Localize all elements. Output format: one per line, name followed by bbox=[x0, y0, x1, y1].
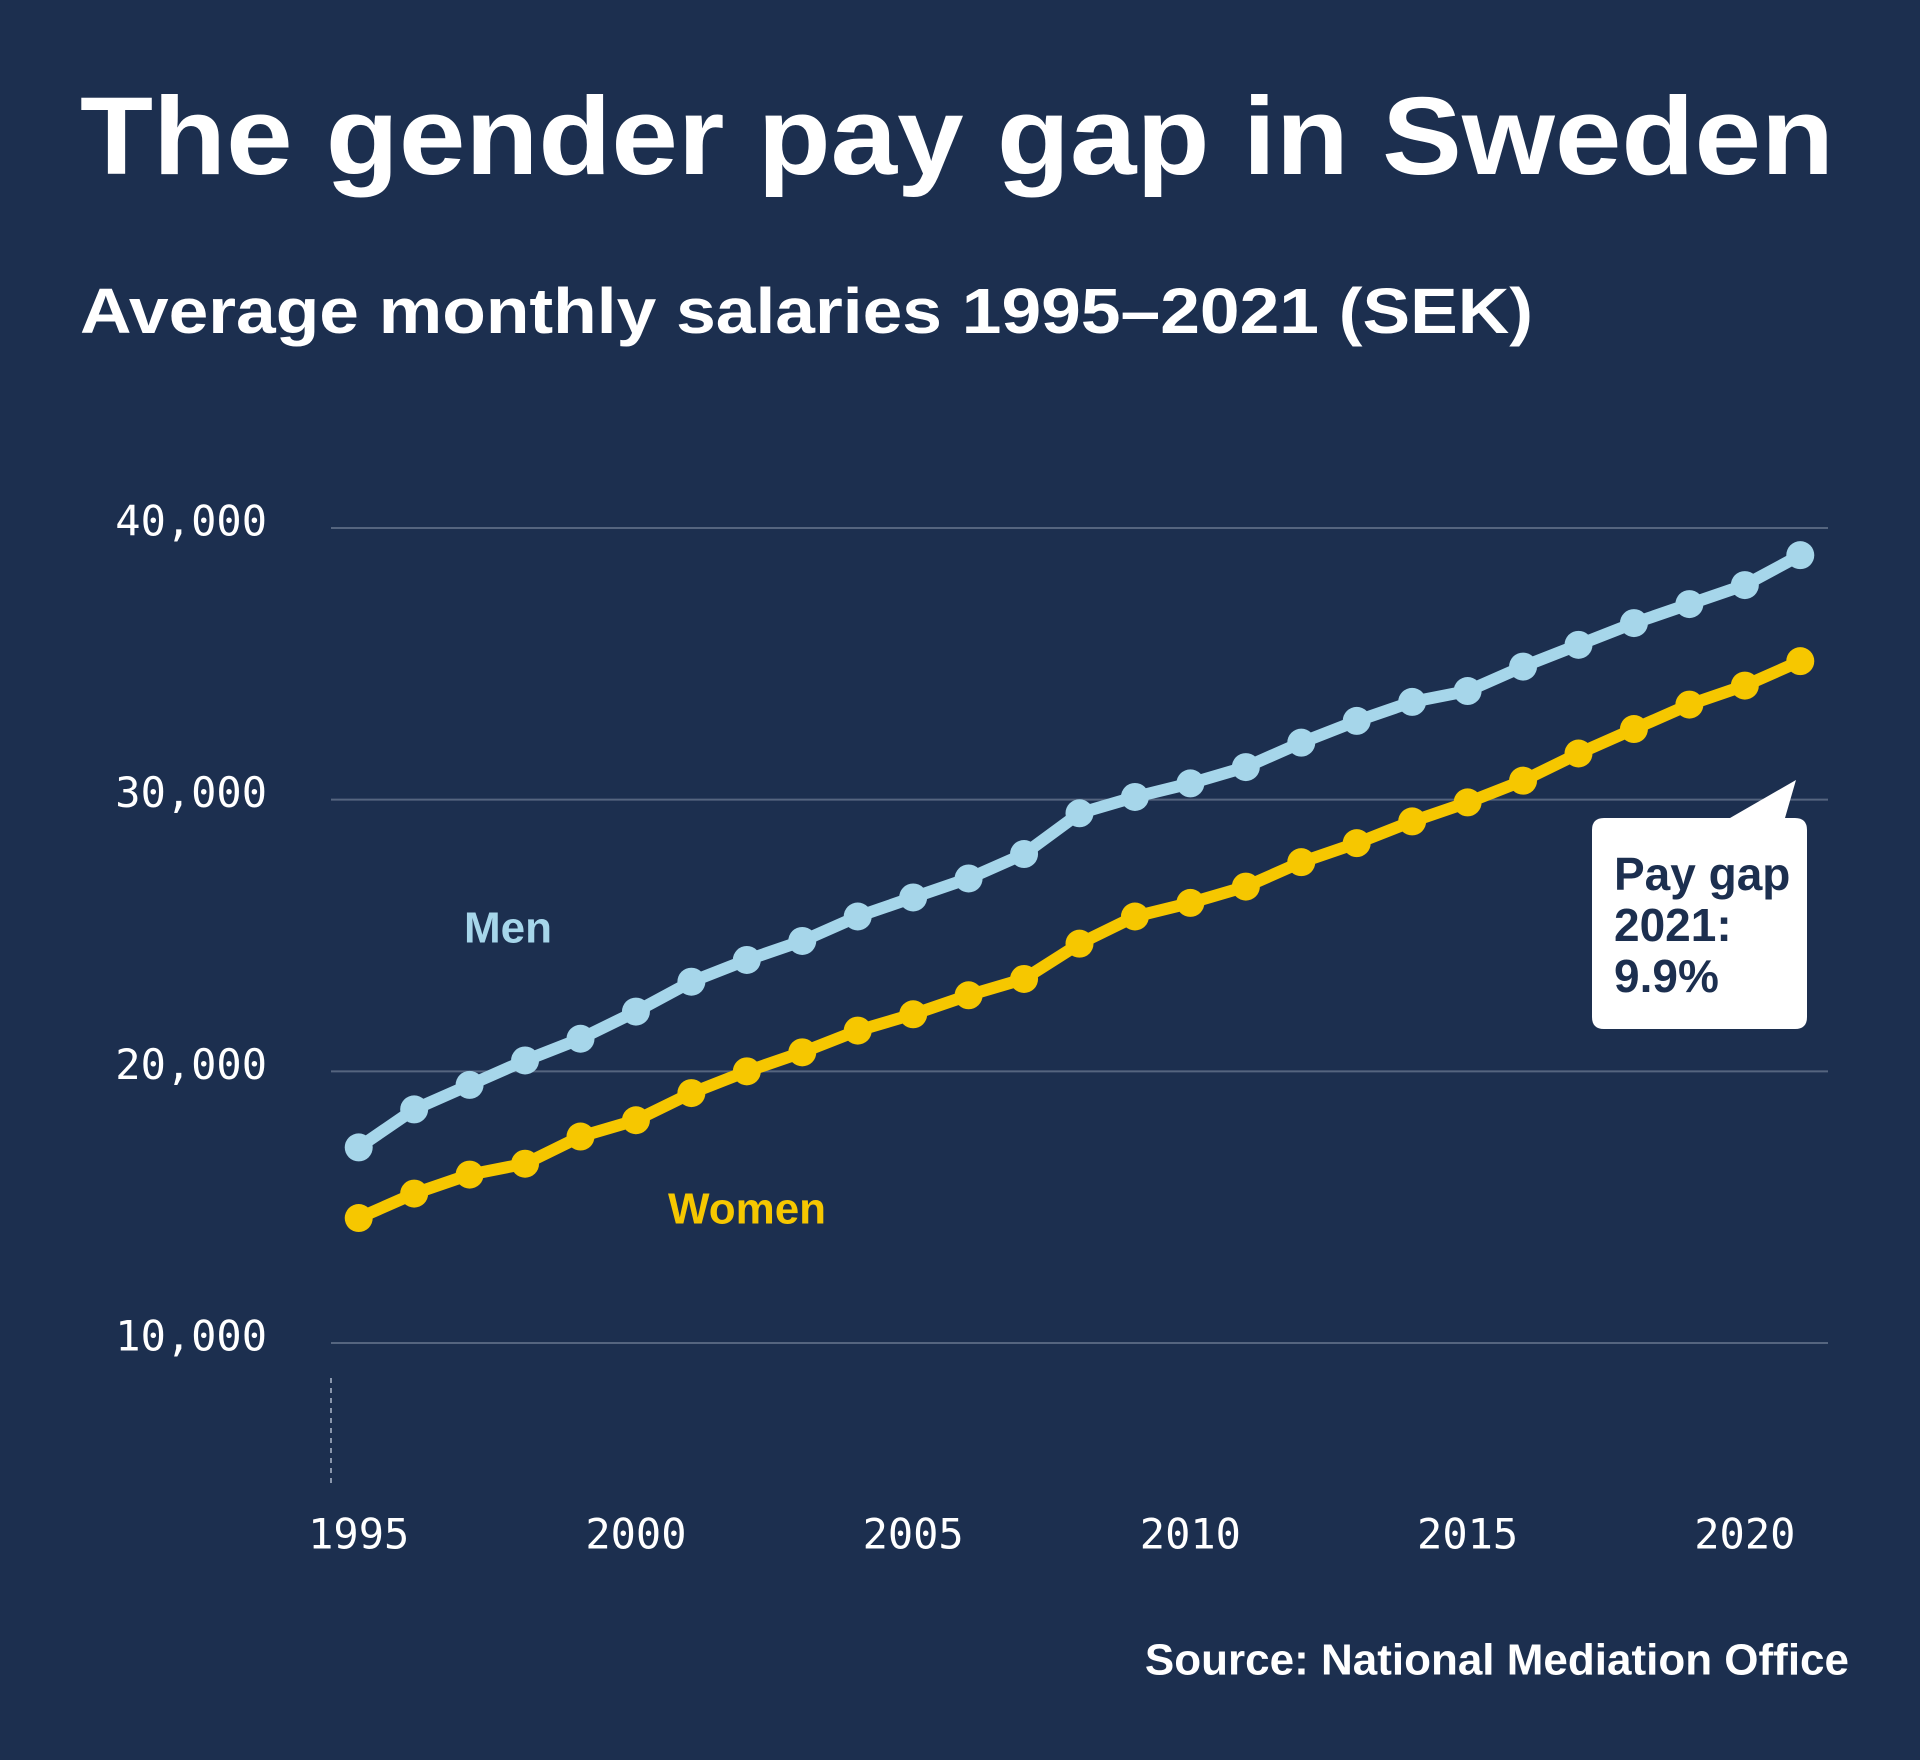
data-point bbox=[1786, 647, 1815, 676]
y-tick-label: 10,000 bbox=[115, 1312, 267, 1361]
annotation-text: 9.9% bbox=[1614, 950, 1719, 1002]
data-point bbox=[954, 981, 983, 1010]
data-point bbox=[566, 1122, 595, 1151]
data-point bbox=[1509, 766, 1538, 795]
data-point bbox=[344, 1204, 373, 1233]
chart-title: The gender pay gap in Sweden bbox=[80, 75, 1834, 198]
data-point bbox=[1231, 872, 1260, 901]
annotation-text: 2021: bbox=[1614, 899, 1732, 951]
data-point bbox=[788, 926, 817, 955]
data-point bbox=[1120, 782, 1149, 811]
data-point bbox=[400, 1095, 429, 1124]
data-point bbox=[1065, 799, 1094, 828]
data-point bbox=[1786, 541, 1815, 570]
data-point bbox=[511, 1046, 540, 1075]
data-point bbox=[1453, 788, 1482, 817]
chart-subtitle: Average monthly salaries 1995–2021 (SEK) bbox=[80, 275, 1533, 347]
data-point bbox=[400, 1179, 429, 1208]
data-point bbox=[1176, 888, 1205, 917]
y-tick-label: 20,000 bbox=[115, 1040, 267, 1089]
x-tick-label: 2020 bbox=[1694, 1510, 1795, 1559]
data-point bbox=[1675, 690, 1704, 719]
data-point bbox=[1564, 630, 1593, 659]
data-point bbox=[899, 883, 928, 912]
data-point bbox=[621, 1106, 650, 1135]
x-tick-label: 2005 bbox=[863, 1510, 964, 1559]
data-point bbox=[1287, 728, 1316, 757]
y-tick-label: 40,000 bbox=[115, 497, 267, 546]
data-point bbox=[899, 1000, 928, 1029]
data-point bbox=[1564, 739, 1593, 768]
data-point bbox=[455, 1160, 484, 1189]
data-point bbox=[1509, 652, 1538, 681]
x-tick-label: 2015 bbox=[1417, 1510, 1518, 1559]
data-point bbox=[1398, 807, 1427, 836]
data-point bbox=[1010, 840, 1039, 869]
data-point bbox=[1675, 590, 1704, 619]
data-point bbox=[566, 1024, 595, 1053]
x-tick-label: 2010 bbox=[1140, 1510, 1241, 1559]
series-label: Women bbox=[668, 1185, 826, 1234]
data-point bbox=[1010, 964, 1039, 993]
data-point bbox=[843, 902, 872, 931]
data-point bbox=[1065, 929, 1094, 958]
data-point bbox=[1176, 769, 1205, 798]
data-point bbox=[1120, 902, 1149, 931]
data-point bbox=[1453, 677, 1482, 706]
data-point bbox=[732, 1057, 761, 1086]
series-label: Men bbox=[464, 904, 552, 953]
data-point bbox=[1730, 571, 1759, 600]
data-point bbox=[1231, 753, 1260, 782]
annotation-text: Pay gap bbox=[1614, 848, 1790, 900]
data-point bbox=[621, 997, 650, 1026]
data-point bbox=[1398, 687, 1427, 716]
data-point bbox=[1619, 609, 1648, 638]
y-tick-label: 30,000 bbox=[115, 768, 267, 817]
data-point bbox=[455, 1070, 484, 1099]
data-point bbox=[1342, 706, 1371, 735]
data-point bbox=[1287, 848, 1316, 877]
data-point bbox=[677, 1079, 706, 1108]
data-point bbox=[954, 864, 983, 893]
data-point bbox=[1619, 715, 1648, 744]
data-point bbox=[1730, 671, 1759, 700]
callout-box bbox=[1592, 780, 1807, 1029]
data-point bbox=[677, 967, 706, 996]
source: Source: National Mediation Office bbox=[1145, 1636, 1849, 1685]
data-point bbox=[843, 1016, 872, 1045]
data-point bbox=[788, 1038, 817, 1067]
data-point bbox=[1342, 829, 1371, 858]
data-point bbox=[511, 1149, 540, 1178]
x-tick-label: 1995 bbox=[308, 1510, 409, 1559]
x-tick-label: 2000 bbox=[585, 1510, 686, 1559]
data-point bbox=[344, 1133, 373, 1162]
data-point bbox=[732, 945, 761, 974]
